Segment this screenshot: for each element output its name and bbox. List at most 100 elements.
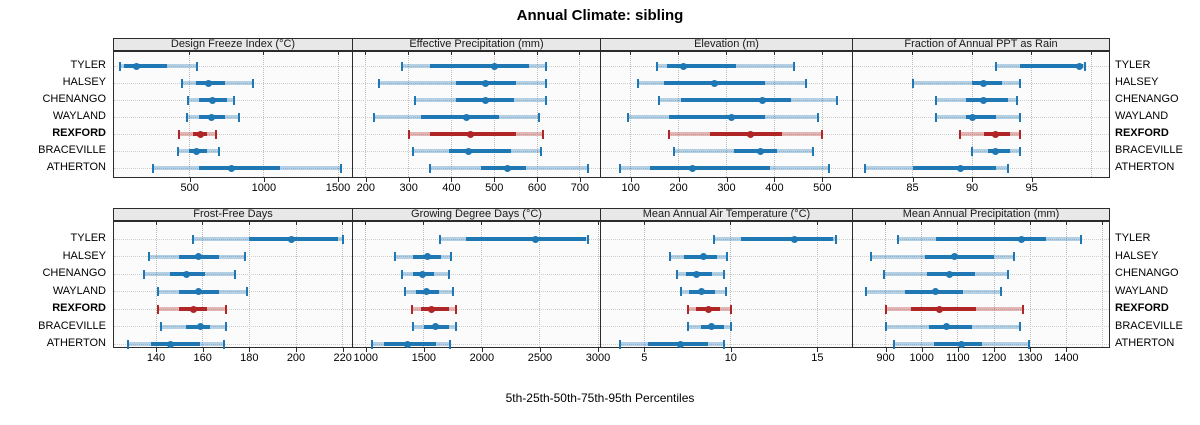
whisker-cap-95th xyxy=(724,287,727,296)
axis-tick xyxy=(644,348,646,352)
band-25-75 xyxy=(669,115,765,119)
axis-tick-label: 90 xyxy=(965,182,979,194)
median-dot xyxy=(204,79,212,87)
whisker-cap-95th xyxy=(225,304,227,314)
median-dot xyxy=(697,288,705,295)
gridline xyxy=(1090,52,1092,177)
axis-tick xyxy=(338,178,340,182)
site-label-right-braceville: BRACEVILLE xyxy=(1115,319,1183,332)
median-dot xyxy=(708,323,716,330)
axis-tick-top xyxy=(912,52,914,55)
median-dot xyxy=(133,62,141,70)
band-25-75 xyxy=(709,132,782,136)
row-gridline xyxy=(353,326,600,327)
whisker-cap-95th xyxy=(196,61,199,71)
whisker-cap-95th xyxy=(1018,112,1021,122)
whisker-cap-5th xyxy=(412,322,415,331)
gridline xyxy=(643,222,645,347)
whisker-cap-95th xyxy=(816,112,819,122)
axis-tick xyxy=(822,178,824,182)
row-gridline xyxy=(114,82,352,84)
whisker-cap-5th xyxy=(187,95,190,105)
axis-tick-top xyxy=(1031,52,1033,55)
axis-tick-label: 1400 xyxy=(1054,352,1079,364)
row-gridline xyxy=(114,150,352,152)
site-label-left-chenango: CHENANGO xyxy=(42,267,106,279)
band-5-95 xyxy=(912,81,1020,85)
axis-tick-top xyxy=(337,52,339,55)
whisker-cap-95th xyxy=(722,339,725,349)
axis-tick-label: 1100 xyxy=(946,352,970,364)
axis-tick xyxy=(1066,348,1068,352)
axis-tick-top xyxy=(579,52,581,55)
axis-tick xyxy=(678,178,680,182)
axis-tick-label: 1300 xyxy=(1017,352,1043,364)
axis-tick-label: 95 xyxy=(1025,182,1038,194)
axis-tick xyxy=(726,178,728,182)
chart-title: Annual Climate: sibling xyxy=(516,7,684,24)
whisker-cap-5th xyxy=(404,287,407,296)
whisker-cap-95th xyxy=(1016,95,1019,105)
median-dot xyxy=(942,323,950,330)
whisker-cap-95th xyxy=(1079,234,1082,244)
whisker-cap-95th xyxy=(586,234,589,244)
median-dot xyxy=(931,288,939,295)
median-dot xyxy=(791,235,799,243)
whisker-cap-5th xyxy=(157,287,160,296)
whisker-cap-5th xyxy=(672,146,675,156)
axis-tick xyxy=(912,178,914,182)
band-25-75 xyxy=(733,149,777,153)
median-dot xyxy=(427,305,435,313)
axis-tick-top xyxy=(1101,222,1103,225)
axis-tick xyxy=(539,348,541,352)
gridline xyxy=(957,222,959,347)
axis-tick-top xyxy=(993,222,995,225)
site-label-left-tyler: TYLER xyxy=(70,59,106,71)
gridline xyxy=(342,222,344,347)
whisker-cap-95th xyxy=(243,252,246,261)
axis-tick-label: 3000 xyxy=(585,352,611,364)
median-dot xyxy=(194,288,202,295)
gridline xyxy=(678,52,680,177)
gridline xyxy=(295,222,297,347)
whisker-cap-5th xyxy=(118,61,121,71)
gridline xyxy=(337,52,339,177)
whisker-cap-5th xyxy=(411,146,414,156)
panel-strip-elevation-m: Elevation (m) xyxy=(600,38,853,51)
site-label-right-atherton: ATHERTON xyxy=(1115,337,1175,349)
axis-tick-top xyxy=(263,52,265,55)
band-25-75 xyxy=(936,237,1047,241)
row-gridline xyxy=(114,65,352,67)
axis-tick-top xyxy=(1029,222,1031,225)
panel-strip-mean-annual-precipitation-mm: Mean Annual Precipitation (mm) xyxy=(852,208,1110,221)
axis-tick-label: 10 xyxy=(724,352,737,364)
axis-tick xyxy=(1030,348,1032,352)
axis-tick-label: 300 xyxy=(717,182,736,194)
axis-tick xyxy=(342,348,344,352)
whisker-cap-95th xyxy=(544,78,547,88)
gridline xyxy=(1101,222,1103,347)
median-dot xyxy=(532,235,540,243)
median-dot xyxy=(197,130,205,138)
whisker-cap-5th xyxy=(157,304,160,314)
whisker-cap-5th xyxy=(669,252,672,261)
axis-tick-label: 1500 xyxy=(325,182,351,194)
axis-tick-label: 300 xyxy=(399,182,418,194)
site-label-left-halsey: HALSEY xyxy=(62,249,106,262)
row-gridline xyxy=(853,291,1109,292)
gridline xyxy=(263,52,265,177)
whisker-cap-95th xyxy=(447,269,450,279)
median-dot xyxy=(946,270,954,278)
row-gridline xyxy=(853,326,1109,327)
whisker-cap-95th xyxy=(1007,269,1010,279)
whisker-cap-5th xyxy=(619,339,622,349)
axis-tick-top xyxy=(730,222,732,225)
whisker-cap-95th xyxy=(450,252,453,261)
panel-strip-fraction-of-annual-ppt-as-rain: Fraction of Annual PPT as Rain xyxy=(852,38,1110,51)
band-25-75 xyxy=(124,64,168,68)
median-dot xyxy=(1075,62,1083,70)
band-25-75 xyxy=(928,324,972,329)
axis-tick-label: 200 xyxy=(669,182,688,194)
gridline xyxy=(726,52,727,177)
site-label-left-chenango: CHENANGO xyxy=(42,93,106,105)
